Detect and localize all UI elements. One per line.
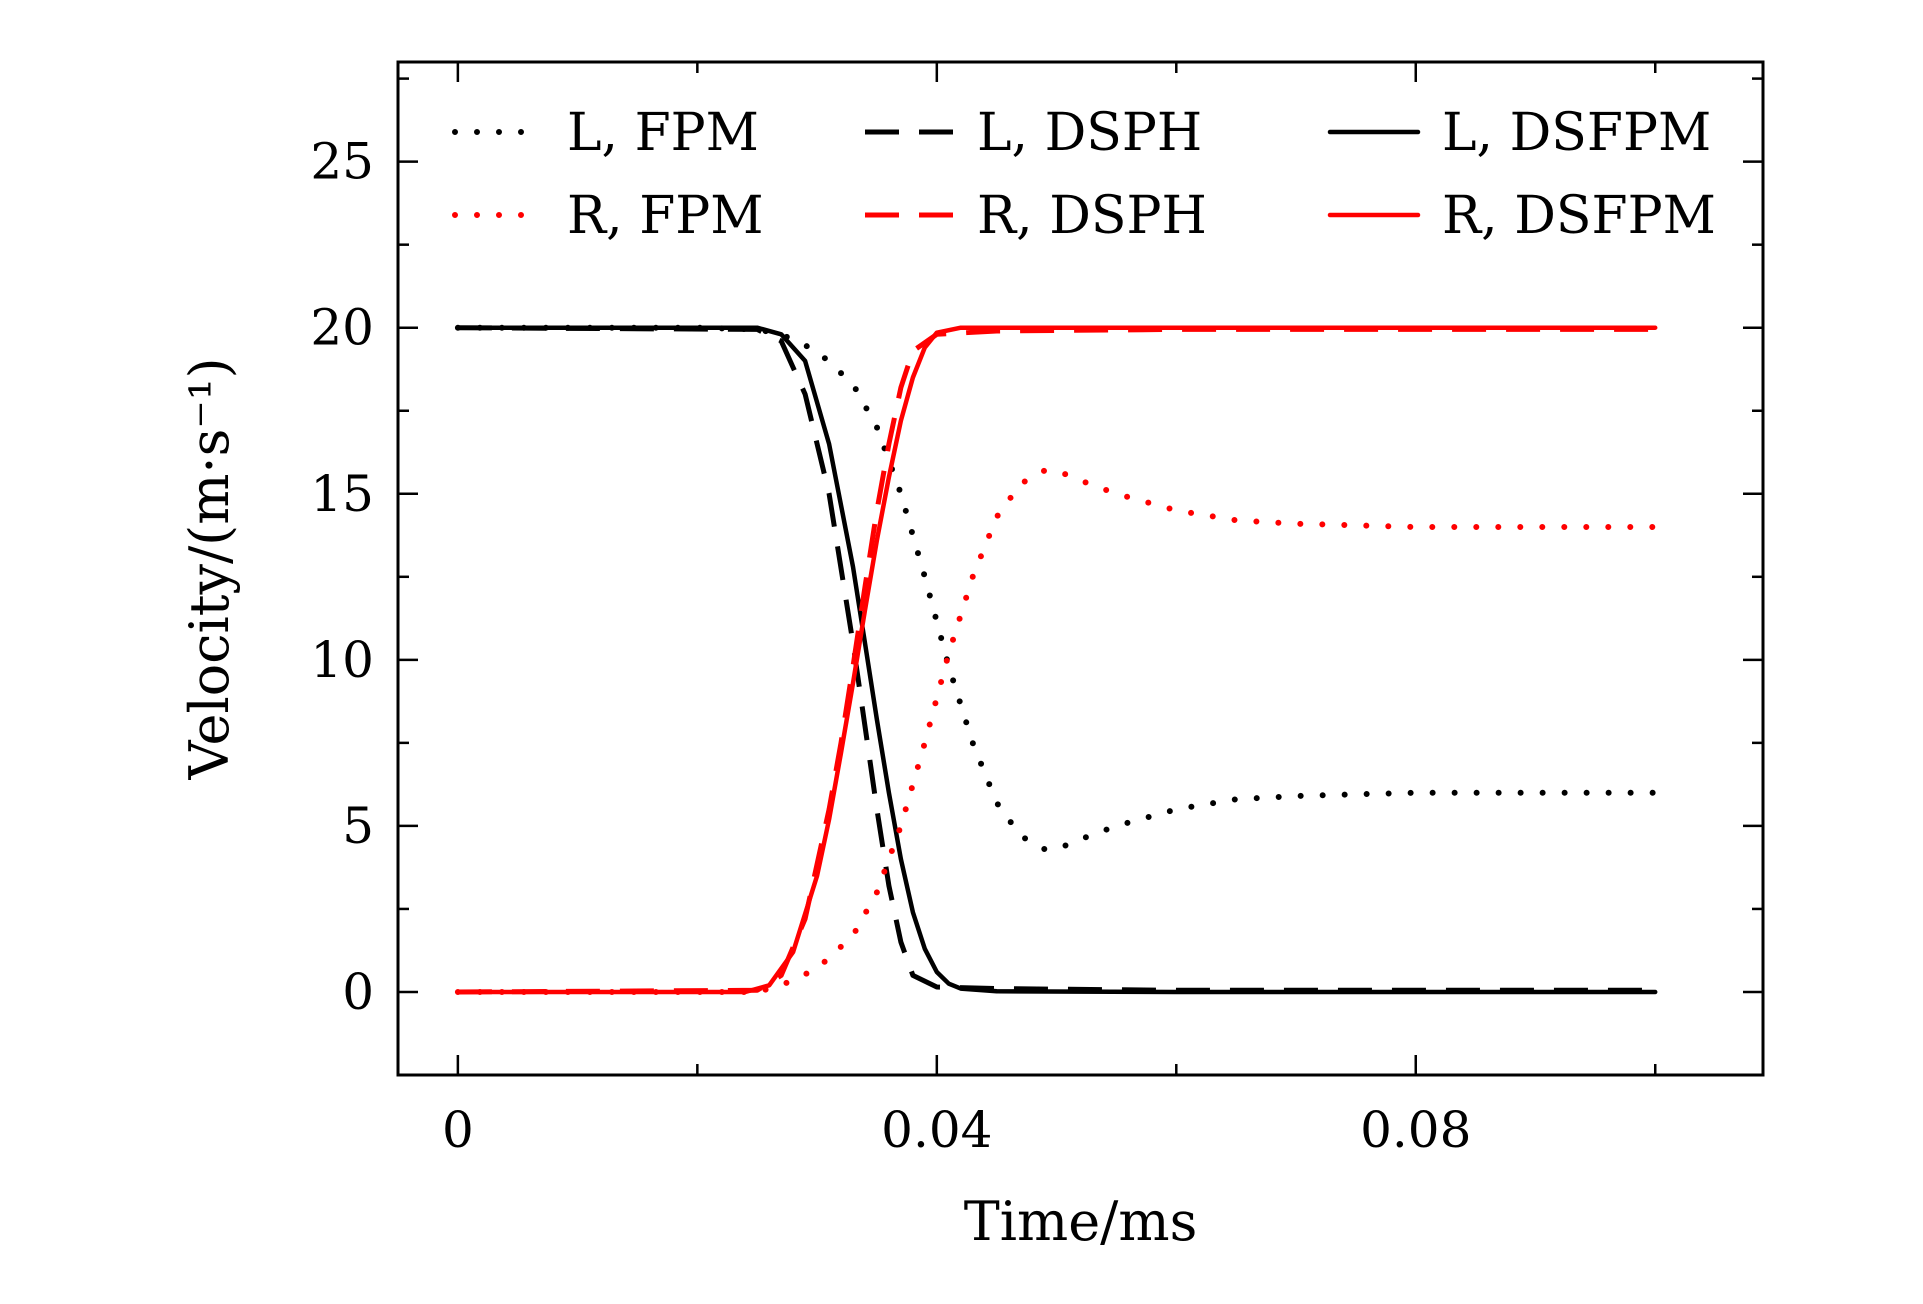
y-tick-label: 5: [342, 797, 374, 855]
y-tick-label: 20: [310, 299, 374, 357]
legend-label: R, DSFPM: [1442, 186, 1716, 246]
ticks-layer: [398, 62, 1763, 1077]
legend-label: L, DSFPM: [1442, 103, 1711, 163]
legend-item: L, FPM: [452, 103, 759, 163]
x-tick-label: 0.08: [1360, 1101, 1471, 1159]
series-line-l-fpm: [454, 324, 1659, 853]
series-layer: [454, 324, 1659, 995]
legend-item: R, DSPH: [865, 186, 1207, 246]
y-tick-label: 25: [310, 133, 374, 191]
legend-label: L, FPM: [567, 103, 759, 163]
plot-frame: [396, 60, 1765, 1077]
legend-item: L, DSPH: [865, 103, 1202, 163]
x-tick-label: 0.04: [881, 1101, 992, 1159]
legend-item: R, DSFPM: [1327, 186, 1716, 246]
x-axis-label: Time/ms: [964, 1190, 1198, 1253]
legend-label: R, DSPH: [977, 186, 1207, 246]
legend-label: L, DSPH: [977, 103, 1202, 163]
tick-labels-layer: 0 0.04 0.08 0 5 10 15 20 25: [310, 133, 1471, 1159]
y-tick-label: 15: [310, 465, 374, 523]
legend-item: R, FPM: [452, 186, 764, 246]
series-line-r-fpm: [454, 467, 1659, 995]
y-tick-label: 10: [310, 631, 374, 689]
series-line-l-dsfpm: [455, 325, 1658, 995]
series-line-l-dsph: [457, 325, 1656, 993]
legend: L, FPM L, DSPH L, DSFPM R, FPM R, DSPH R, DSF…: [452, 103, 1716, 246]
y-axis-label: Velocity/(m·s⁻¹): [178, 357, 241, 780]
x-tick-label: 0: [442, 1101, 474, 1159]
legend-label: R, FPM: [567, 186, 764, 246]
series-line-r-dsfpm: [455, 325, 1658, 995]
legend-item: L, DSFPM: [1327, 103, 1711, 163]
series-line-r-dsph: [457, 326, 1656, 995]
y-tick-label: 0: [342, 963, 374, 1021]
